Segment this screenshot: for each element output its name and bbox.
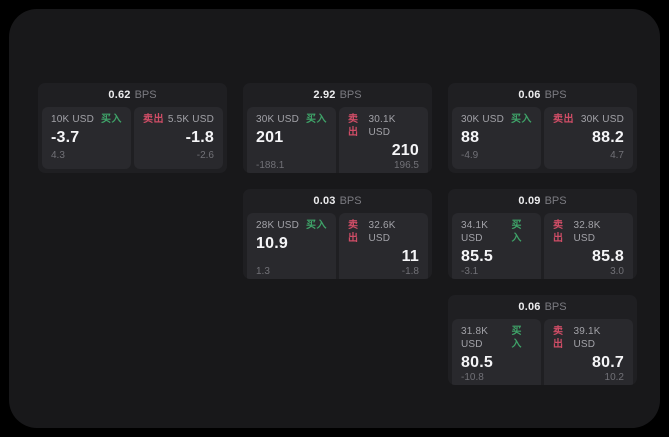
sell-amount: 30.1K USD — [368, 114, 396, 138]
buy-amount: 31.8K USD — [461, 326, 489, 350]
bps-unit-label: BPS — [544, 89, 567, 101]
sell-price: 11 — [401, 248, 419, 265]
buy-label: 买入 — [306, 220, 327, 231]
quote-card: 0.06 BPS 31.8K USD 买入 80.5 -10.8 卖出 39.1… — [448, 295, 637, 385]
quote-panels: 10K USD 买入 -3.7 4.3 卖出 5.5K USD -1.8 -2.… — [38, 107, 227, 173]
card-header: 0.09 BPS — [448, 189, 637, 213]
buy-label: 买入 — [511, 114, 532, 125]
card-header: 0.06 BPS — [448, 83, 637, 107]
sell-quote-tile[interactable]: 卖出 30K USD 88.2 4.7 — [544, 107, 633, 169]
sell-quote-tile[interactable]: 卖出 30.1K USD 210 196.5 — [339, 107, 428, 173]
buy-quote-tile[interactable]: 30K USD 买入 201 -188.1 — [247, 107, 336, 173]
bps-value: 0.06 — [518, 301, 541, 313]
buy-price: 80.5 — [461, 354, 493, 371]
sell-amount: 39.1K USD — [573, 326, 601, 350]
sell-amount: 5.5K USD — [167, 114, 214, 125]
buy-quote-tile[interactable]: 30K USD 买入 88 -4.9 — [452, 107, 541, 169]
sell-label: 卖出 — [553, 326, 564, 350]
buy-quote-tile[interactable]: 28K USD 买入 10.9 1.3 — [247, 213, 336, 279]
sell-sub-value: 3.0 — [610, 266, 624, 277]
sell-label: 卖出 — [553, 114, 574, 125]
bps-unit-label: BPS — [544, 301, 567, 313]
quote-panels: 28K USD 买入 10.9 1.3 卖出 32.6K USD 11 -1.8 — [243, 213, 432, 279]
bps-unit-label: BPS — [134, 89, 157, 101]
quote-panels: 34.1K USD 买入 85.5 -3.1 卖出 32.8K USD 85.8… — [448, 213, 637, 279]
buy-sub-value: -10.8 — [461, 372, 484, 383]
sell-label: 卖出 — [553, 220, 564, 244]
sell-price: 210 — [391, 142, 419, 159]
sell-price: 85.8 — [592, 248, 624, 265]
bps-value: 0.62 — [108, 89, 131, 101]
sell-label: 卖出 — [143, 114, 164, 125]
card-header: 0.03 BPS — [243, 189, 432, 213]
card-header: 2.92 BPS — [243, 83, 432, 107]
sell-amount: 32.8K USD — [573, 220, 601, 244]
bps-unit-label: BPS — [339, 195, 362, 207]
buy-price: 10.9 — [256, 235, 288, 252]
bps-value: 0.09 — [518, 195, 541, 207]
buy-quote-tile[interactable]: 34.1K USD 买入 85.5 -3.1 — [452, 213, 541, 279]
buy-label: 买入 — [511, 326, 523, 350]
sell-sub-value: -1.8 — [401, 266, 419, 277]
quote-card: 0.06 BPS 30K USD 买入 88 -4.9 卖出 30K USD — [448, 83, 637, 173]
quote-card-grid: 0.62 BPS 10K USD 买入 -3.7 4.3 卖出 5.5K USD — [38, 83, 637, 385]
buy-amount: 30K USD — [256, 114, 300, 125]
card-header: 0.06 BPS — [448, 295, 637, 319]
buy-sub-value: -3.1 — [461, 266, 479, 277]
sell-sub-value: 4.7 — [610, 150, 624, 161]
quote-card: 0.09 BPS 34.1K USD 买入 85.5 -3.1 卖出 32.8K… — [448, 189, 637, 279]
buy-quote-tile[interactable]: 31.8K USD 买入 80.5 -10.8 — [452, 319, 541, 385]
buy-sub-value: -4.9 — [461, 150, 479, 161]
buy-label: 买入 — [511, 220, 523, 244]
sell-sub-value: -2.6 — [196, 150, 214, 161]
sell-amount: 32.6K USD — [368, 220, 396, 244]
sell-price: 88.2 — [592, 129, 624, 146]
buy-sub-value: -188.1 — [256, 160, 285, 171]
sell-sub-value: 10.2 — [604, 372, 624, 383]
buy-price: -3.7 — [51, 129, 80, 146]
buy-amount: 10K USD — [51, 114, 95, 125]
quote-card: 2.92 BPS 30K USD 买入 201 -188.1 卖出 30.1K … — [243, 83, 432, 173]
sell-amount: 30K USD — [580, 114, 624, 125]
sell-quote-tile[interactable]: 卖出 32.6K USD 11 -1.8 — [339, 213, 428, 279]
buy-price: 85.5 — [461, 248, 493, 265]
bps-value: 0.03 — [313, 195, 336, 207]
buy-label: 买入 — [306, 114, 327, 125]
sell-quote-tile[interactable]: 卖出 39.1K USD 80.7 10.2 — [544, 319, 633, 385]
buy-amount: 30K USD — [461, 114, 505, 125]
buy-price: 201 — [256, 129, 284, 146]
quote-card: 0.62 BPS 10K USD 买入 -3.7 4.3 卖出 5.5K USD — [38, 83, 227, 173]
quote-card: 0.03 BPS 28K USD 买入 10.9 1.3 卖出 32.6K US… — [243, 189, 432, 279]
bps-unit-label: BPS — [544, 195, 567, 207]
sell-quote-tile[interactable]: 卖出 5.5K USD -1.8 -2.6 — [134, 107, 223, 169]
quote-panels: 30K USD 买入 201 -188.1 卖出 30.1K USD 210 1… — [243, 107, 432, 173]
bps-value: 2.92 — [313, 89, 336, 101]
buy-price: 88 — [461, 129, 480, 146]
quote-panels: 30K USD 买入 88 -4.9 卖出 30K USD 88.2 4.7 — [448, 107, 637, 173]
sell-label: 卖出 — [348, 114, 359, 138]
card-header: 0.62 BPS — [38, 83, 227, 107]
buy-amount: 28K USD — [256, 220, 300, 231]
sell-price: 80.7 — [592, 354, 624, 371]
bps-unit-label: BPS — [339, 89, 362, 101]
sell-sub-value: 196.5 — [393, 160, 419, 171]
sell-quote-tile[interactable]: 卖出 32.8K USD 85.8 3.0 — [544, 213, 633, 279]
bps-value: 0.06 — [518, 89, 541, 101]
quote-panels: 31.8K USD 买入 80.5 -10.8 卖出 39.1K USD 80.… — [448, 319, 637, 385]
sell-price: -1.8 — [185, 129, 214, 146]
buy-sub-value: 1.3 — [256, 266, 270, 277]
buy-label: 买入 — [101, 114, 122, 125]
buy-quote-tile[interactable]: 10K USD 买入 -3.7 4.3 — [42, 107, 131, 169]
buy-sub-value: 4.3 — [51, 150, 65, 161]
sell-label: 卖出 — [348, 220, 359, 244]
buy-amount: 34.1K USD — [461, 220, 489, 244]
